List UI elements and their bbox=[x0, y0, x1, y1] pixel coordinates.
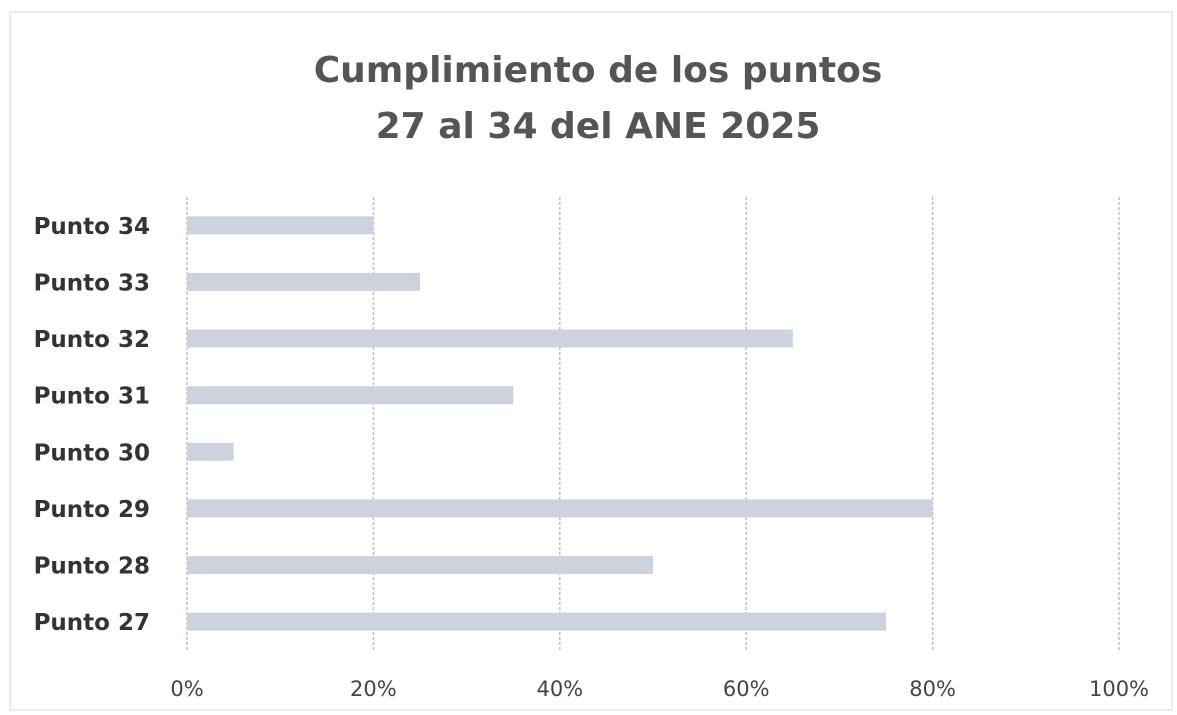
bar bbox=[187, 216, 374, 235]
bar bbox=[187, 442, 234, 461]
y-tick-label: Punto 28 bbox=[34, 554, 150, 580]
chart-title: Cumplimiento de los puntos bbox=[314, 50, 883, 91]
chart-title: 27 al 34 del ANE 2025 bbox=[376, 106, 821, 147]
x-tick-label: 40% bbox=[536, 677, 583, 701]
x-tick-label: 80% bbox=[909, 677, 956, 701]
bar bbox=[187, 612, 886, 631]
x-tick-label: 0% bbox=[170, 677, 203, 701]
chart-frame bbox=[9, 11, 1173, 711]
y-tick-label: Punto 34 bbox=[34, 214, 150, 240]
bar bbox=[187, 556, 653, 575]
y-tick-label: Punto 32 bbox=[34, 327, 150, 353]
x-tick-label: 60% bbox=[723, 677, 770, 701]
bar bbox=[187, 329, 793, 348]
bar bbox=[187, 499, 933, 518]
bar bbox=[187, 272, 420, 291]
y-tick-label: Punto 31 bbox=[34, 384, 150, 410]
y-tick-label: Punto 33 bbox=[34, 270, 150, 296]
y-tick-label: Punto 27 bbox=[34, 610, 150, 636]
y-tick-label: Punto 30 bbox=[34, 440, 150, 466]
bar bbox=[187, 386, 514, 405]
x-tick-label: 100% bbox=[1089, 677, 1149, 701]
x-tick-label: 20% bbox=[350, 677, 397, 701]
y-tick-label: Punto 29 bbox=[34, 497, 150, 523]
